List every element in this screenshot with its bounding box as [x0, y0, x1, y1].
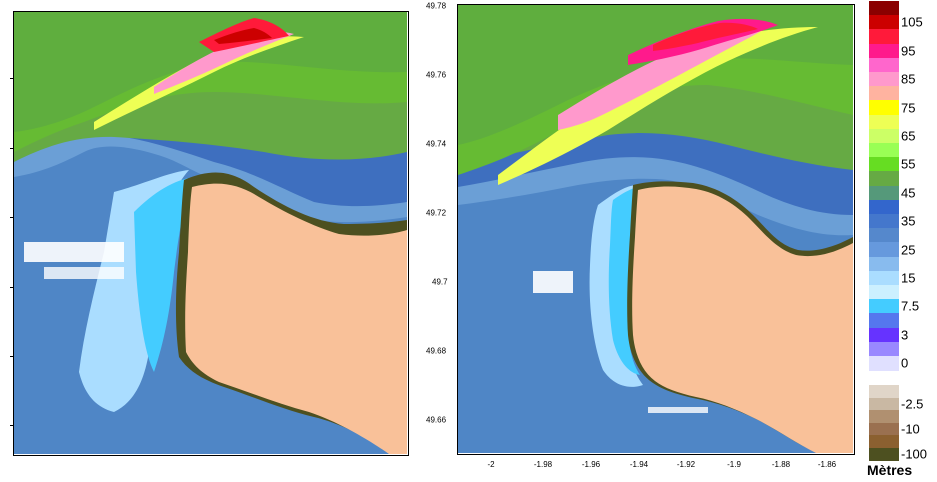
- legend-swatch: [869, 242, 899, 258]
- x-tick-label: -1.86: [817, 460, 837, 469]
- legend-swatch: [869, 341, 899, 357]
- legend-label: 45: [901, 185, 916, 201]
- legend-swatch: [869, 128, 899, 144]
- legend-swatch: [869, 356, 899, 371]
- legend-swatch: [869, 435, 899, 448]
- map-left-frame: [13, 11, 409, 456]
- legend-swatch: [869, 447, 899, 461]
- legend-swatch: [869, 228, 899, 243]
- legend-label: 65: [901, 128, 916, 144]
- x-tick-label: -1.9: [727, 460, 741, 469]
- legend-label: 25: [901, 242, 916, 257]
- legend-label: 35: [901, 213, 916, 229]
- map-left-tick: [10, 217, 13, 218]
- legend-label: 7.5: [901, 298, 920, 314]
- map-left[interactable]: [14, 12, 407, 454]
- x-tick-label: -1.96: [581, 460, 601, 469]
- map-left-tick: [10, 148, 13, 149]
- legend-label: 15: [901, 270, 916, 286]
- map-right-canvas: [458, 5, 853, 453]
- color-legend: 105 95 85 75 65 55 45 35 25 15 7.5 3 0 -2.5 -10 -100 M…: [867, 0, 937, 482]
- legend-swatch: [869, 256, 899, 272]
- legend-label: 75: [901, 100, 916, 115]
- legend-swatch: [869, 327, 899, 343]
- legend-label: -10: [901, 421, 920, 437]
- y-tick-label: 49.78: [426, 1, 447, 11]
- legend-label: -100: [901, 446, 928, 462]
- map-left-tick: [10, 287, 13, 288]
- legend-swatch: [869, 185, 899, 201]
- legend-swatch: [869, 114, 899, 130]
- x-tick-label: -1.92: [676, 460, 696, 469]
- legend-swatch: [869, 15, 899, 30]
- legend-swatch: [869, 171, 899, 187]
- legend-label: 95: [901, 43, 916, 59]
- x-tick-label: -2: [487, 460, 495, 469]
- map-left-tick: [10, 425, 13, 426]
- legend-swatch: [869, 29, 899, 45]
- legend-swatch: [869, 157, 899, 172]
- legend-swatch: [869, 72, 899, 87]
- legend-swatch: [869, 143, 899, 158]
- legend-unit: Mètres: [867, 462, 913, 478]
- legend-swatch: [869, 313, 899, 329]
- map-right-frame: [457, 4, 855, 455]
- legend-swatch: [869, 299, 899, 314]
- legend-swatch: [869, 385, 899, 398]
- legend-swatch: [869, 86, 899, 101]
- legend-label: 55: [901, 156, 916, 172]
- legend-swatch: [869, 214, 899, 229]
- legend-label: 105: [901, 14, 923, 30]
- legend-label: 0: [901, 355, 909, 371]
- legend-swatch: [869, 410, 899, 423]
- x-tick-label: -1.98: [533, 460, 553, 469]
- y-tick-label: 49.7: [432, 277, 448, 287]
- legend-swatch: [869, 422, 899, 436]
- y-tick-label: 49.72: [426, 208, 447, 218]
- legend-swatch: [869, 199, 899, 215]
- y-tick-label: 49.68: [426, 346, 447, 356]
- map-left-tick: [10, 356, 13, 357]
- y-tick-label: 49.76: [426, 70, 447, 80]
- legend-label: 85: [901, 71, 916, 87]
- x-tick-label: -1.94: [629, 460, 649, 469]
- legend-swatch: [869, 100, 899, 116]
- legend-swatch: [869, 285, 899, 300]
- legend-swatch: [869, 57, 899, 73]
- legend-swatch: [869, 397, 899, 411]
- x-tick-label: -1.88: [771, 460, 791, 469]
- map-left-tick: [10, 78, 13, 79]
- map-left-canvas: [14, 12, 407, 454]
- legend-swatch: [869, 270, 899, 286]
- y-tick-label: 49.74: [426, 139, 447, 149]
- legend-swatch: [869, 43, 899, 59]
- y-tick-label: 49.66: [426, 415, 447, 425]
- legend-label: -2.5: [901, 396, 924, 412]
- legend-swatch: [869, 1, 899, 16]
- legend-label: 3: [901, 327, 909, 343]
- map-right[interactable]: [458, 5, 853, 453]
